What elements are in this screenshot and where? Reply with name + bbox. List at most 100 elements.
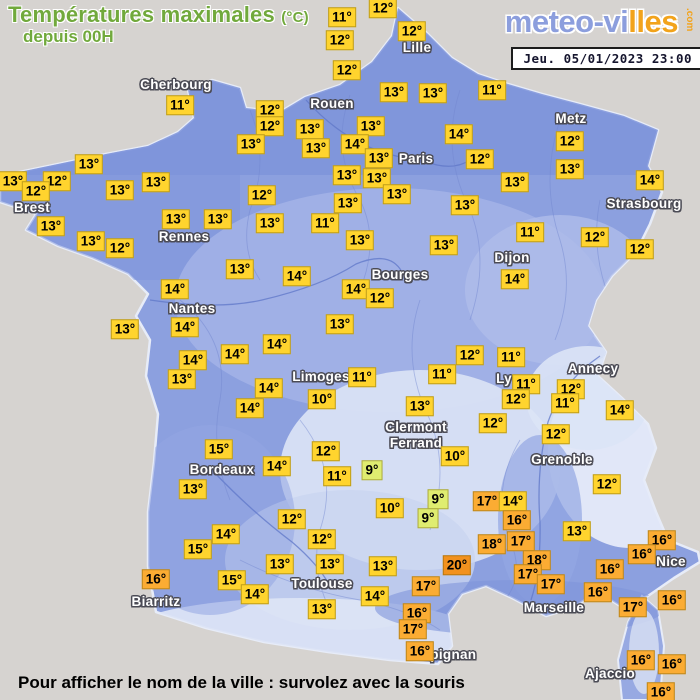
temp-badge[interactable]: 12°	[255, 116, 285, 136]
temp-badge[interactable]: 12°	[592, 474, 622, 494]
temp-badge[interactable]: 14°	[340, 134, 370, 154]
temp-badge[interactable]: 10°	[307, 389, 337, 409]
temp-badge[interactable]: 14°	[635, 170, 665, 190]
temp-badge[interactable]: 13°	[555, 159, 585, 179]
temp-badge[interactable]: 13°	[315, 554, 345, 574]
temp-badge[interactable]: 17°	[506, 531, 536, 551]
temp-badge[interactable]: 13°	[362, 168, 392, 188]
temp-badge[interactable]: 13°	[203, 209, 233, 229]
temp-badge[interactable]: 13°	[295, 119, 325, 139]
temp-badge[interactable]: 14°	[235, 398, 265, 418]
temp-badge[interactable]: 17°	[398, 619, 428, 639]
temp-badge[interactable]: 15°	[183, 539, 213, 559]
temp-badge[interactable]: 13°	[74, 154, 104, 174]
temp-badge[interactable]: 11°	[478, 80, 506, 100]
temp-badge[interactable]: 13°	[225, 259, 255, 279]
temp-badge[interactable]: 13°	[418, 83, 448, 103]
temp-badge[interactable]: 12°	[541, 424, 571, 444]
temp-badge[interactable]: 12°	[455, 345, 485, 365]
temp-badge[interactable]: 13°	[379, 82, 409, 102]
temp-badge[interactable]: 12°	[625, 239, 655, 259]
temp-badge[interactable]: 13°	[382, 184, 412, 204]
temp-badge[interactable]: 13°	[307, 599, 337, 619]
temp-badge[interactable]: 12°	[311, 441, 341, 461]
temp-badge[interactable]: 14°	[240, 584, 270, 604]
temp-badge[interactable]: 11°	[166, 95, 194, 115]
temp-badge[interactable]: 15°	[204, 439, 234, 459]
temp-badge[interactable]: 12°	[105, 238, 135, 258]
temp-badge[interactable]: 16°	[627, 544, 657, 564]
temp-badge[interactable]: 14°	[282, 266, 312, 286]
temp-badge[interactable]: 13°	[236, 134, 266, 154]
temp-badge[interactable]: 17°	[411, 576, 441, 596]
temp-badge[interactable]: 11°	[323, 466, 351, 486]
temp-badge[interactable]: 11°	[328, 7, 356, 27]
temp-badge[interactable]: 13°	[110, 319, 140, 339]
temp-badge[interactable]: 13°	[0, 171, 28, 191]
temp-badge[interactable]: 11°	[497, 347, 525, 367]
temp-badge[interactable]: 18°	[477, 534, 507, 554]
temp-badge[interactable]: 12°	[332, 60, 362, 80]
temp-badge[interactable]: 14°	[170, 317, 200, 337]
temp-badge[interactable]: 13°	[368, 556, 398, 576]
temp-badge[interactable]: 13°	[500, 172, 530, 192]
temp-badge[interactable]: 14°	[444, 124, 474, 144]
temp-badge[interactable]: 17°	[472, 491, 502, 511]
temp-badge[interactable]: 11°	[428, 364, 456, 384]
temp-badge[interactable]: 10°	[440, 446, 470, 466]
temp-badge[interactable]: 12°	[368, 0, 398, 18]
temp-badge[interactable]: 14°	[262, 334, 292, 354]
temp-badge[interactable]: 9°	[361, 460, 383, 480]
temp-badge[interactable]: 13°	[301, 138, 331, 158]
temp-badge[interactable]: 13°	[333, 193, 363, 213]
temp-badge[interactable]: 13°	[429, 235, 459, 255]
temp-badge[interactable]: 13°	[255, 213, 285, 233]
temp-badge[interactable]: 12°	[365, 288, 395, 308]
temp-badge[interactable]: 14°	[211, 524, 241, 544]
temp-badge[interactable]: 13°	[356, 116, 386, 136]
temp-badge[interactable]: 12°	[397, 21, 427, 41]
temp-badge[interactable]: 14°	[254, 378, 284, 398]
temp-badge[interactable]: 14°	[262, 456, 292, 476]
temp-badge[interactable]: 13°	[345, 230, 375, 250]
temp-badge[interactable]: 13°	[405, 396, 435, 416]
temp-badge[interactable]: 17°	[513, 564, 543, 584]
temp-badge[interactable]: 16°	[595, 559, 625, 579]
meteo-villes-logo[interactable]: meteo-villes .com	[505, 4, 695, 40]
temp-badge[interactable]: 9°	[427, 489, 449, 509]
temp-badge[interactable]: 17°	[536, 574, 566, 594]
temp-badge[interactable]: 11°	[348, 367, 376, 387]
temp-badge[interactable]: 11°	[551, 393, 579, 413]
temp-badge[interactable]: 12°	[307, 529, 337, 549]
temp-badge[interactable]: 16°	[141, 569, 171, 589]
temp-badge[interactable]: 16°	[502, 510, 532, 530]
temp-badge[interactable]: 13°	[332, 165, 362, 185]
temp-badge[interactable]: 13°	[364, 148, 394, 168]
temp-badge[interactable]: 13°	[161, 209, 191, 229]
temp-badge[interactable]: 13°	[178, 479, 208, 499]
temp-badge[interactable]: 12°	[478, 413, 508, 433]
temp-badge[interactable]: 13°	[265, 554, 295, 574]
temp-badge[interactable]: 11°	[516, 222, 544, 242]
temp-badge[interactable]: 14°	[220, 344, 250, 364]
temp-badge[interactable]: 13°	[325, 314, 355, 334]
temp-badge[interactable]: 15°	[217, 570, 247, 590]
temp-badge[interactable]: 12°	[465, 149, 495, 169]
temp-badge[interactable]: 12°	[555, 131, 585, 151]
temp-badge[interactable]: 17°	[618, 597, 648, 617]
temp-badge[interactable]: 14°	[500, 269, 530, 289]
temp-badge[interactable]: 14°	[160, 279, 190, 299]
temp-badge[interactable]: 14°	[498, 491, 528, 511]
temp-badge[interactable]: 13°	[141, 172, 171, 192]
temp-badge[interactable]: 16°	[646, 682, 676, 700]
temp-badge[interactable]: 14°	[341, 279, 371, 299]
temp-badge[interactable]: 16°	[657, 654, 687, 674]
temp-badge[interactable]: 13°	[76, 231, 106, 251]
temp-badge[interactable]: 14°	[178, 350, 208, 370]
temp-badge[interactable]: 12°	[501, 389, 531, 409]
temp-badge[interactable]: 16°	[405, 641, 435, 661]
temp-badge[interactable]: 9°	[417, 508, 439, 528]
temp-badge[interactable]: 20°	[442, 555, 472, 575]
temp-badge[interactable]: 14°	[605, 400, 635, 420]
temp-badge[interactable]: 12°	[580, 227, 610, 247]
